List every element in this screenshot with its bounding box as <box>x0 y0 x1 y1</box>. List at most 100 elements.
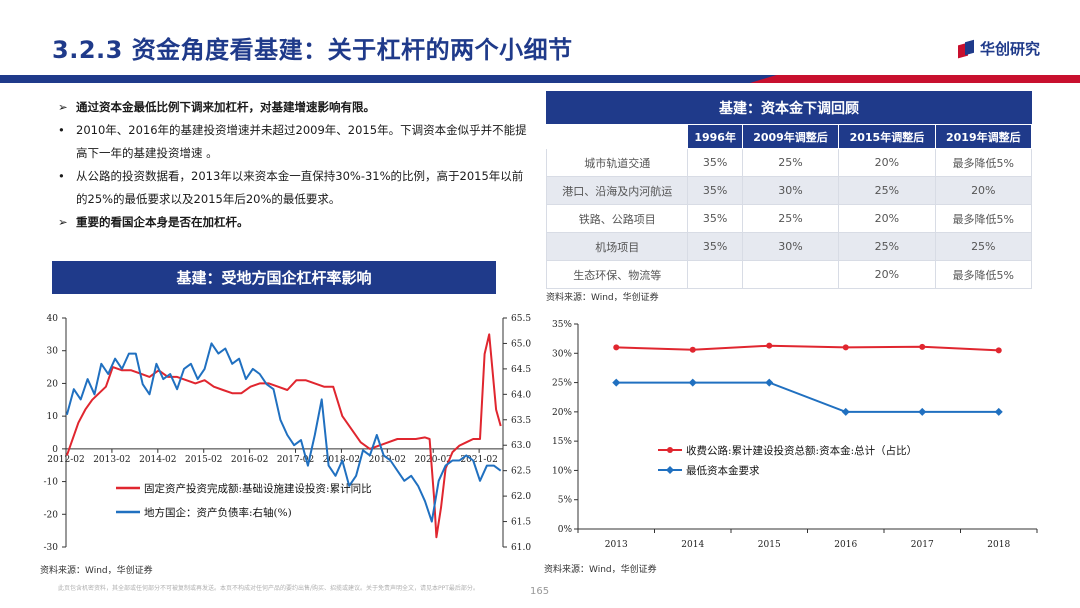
table-header-cell <box>545 124 689 149</box>
data-point <box>765 378 774 387</box>
bullet-text: 通过资本金最低比例下调来加杠杆，对基建增速影响有限。 <box>76 100 375 114</box>
data-point <box>612 378 621 387</box>
table-cell: 铁路、公路项目 <box>545 204 689 233</box>
series-line-min-requirement <box>616 381 999 413</box>
data-point <box>842 344 849 351</box>
y-tick-label-left: 0 <box>52 445 58 455</box>
table-cell: 35% <box>687 232 743 261</box>
table-cell: 35% <box>687 148 743 177</box>
table-header-cell: 2019年调整后 <box>934 124 1033 149</box>
bullet-list: ➢ 通过资本金最低比例下调来加杠杆，对基建增速影响有限。 • 2010年、2016年… <box>58 96 528 234</box>
y-tick-label: 10% <box>552 466 572 476</box>
table-cell: 20% <box>838 148 936 177</box>
y-tick-label: 25% <box>552 379 572 389</box>
y-tick-label-left: 30 <box>47 347 59 357</box>
data-point <box>613 344 620 351</box>
page-number: 165 <box>530 586 550 597</box>
x-tick-label: 2012-02 <box>47 455 84 465</box>
x-tick-label: 2016 <box>834 540 857 550</box>
data-point <box>766 342 773 349</box>
x-tick-label: 2014 <box>681 540 704 550</box>
y-tick-label: 5% <box>558 496 573 506</box>
legend-marker <box>666 466 674 474</box>
table-cell: 机场项目 <box>545 232 689 261</box>
table-row: 城市轨道交通 35% 25% 20% 最多降低5% <box>545 148 1033 177</box>
header-rule <box>0 75 1080 83</box>
bullet-text: 从公路的投资数据看，2013年以来资本金一直保持30%-31%的比例，高于201… <box>76 169 524 206</box>
series-line-soe-leverage <box>65 342 502 523</box>
data-point <box>918 407 927 416</box>
legend-label: 固定资产投资完成额:基础设施建设投资:累计同比 <box>144 482 372 495</box>
series-line-capital-share <box>616 344 999 352</box>
x-tick-label: 2017 <box>911 540 934 550</box>
table-title: 基建：资本金下调回顾 <box>546 91 1032 124</box>
logo-text: 华创研究 <box>979 40 1040 58</box>
capital-table: 基建：资本金下调回顾 1996年 2009年调整后 2015年调整后 2019年调整后… <box>545 91 1033 289</box>
bullet-text: 重要的看国企本身是否在加杠杆。 <box>76 215 249 229</box>
header-rule-accent <box>750 75 1080 83</box>
y-tick-label-right: 63.5 <box>511 416 531 426</box>
data-point <box>919 343 926 350</box>
bullet-item: • 从公路的投资数据看，2013年以来资本金一直保持30%-31%的比例，高于20… <box>58 165 528 211</box>
table-cell: 25% <box>838 232 936 261</box>
table-row: 铁路、公路项目 35% 25% 20% 最多降低5% <box>545 204 1033 233</box>
table-cell: 35% <box>687 204 743 233</box>
x-tick-label: 2017-02 <box>277 455 314 465</box>
data-point <box>689 346 696 353</box>
x-tick-label: 2015 <box>758 540 781 550</box>
y-tick-label-right: 64.0 <box>511 390 531 400</box>
y-tick-label-right: 63.0 <box>511 441 531 451</box>
table-cell: 30% <box>741 232 840 261</box>
bullet-text: 2010年、2016年的基建投资增速并未超过2009年、2015年。下调资本金似… <box>76 123 527 160</box>
x-tick-label: 2016-02 <box>231 455 268 465</box>
y-tick-label-right: 62.0 <box>511 492 531 502</box>
legend-label: 地方国企：资产负债率:右轴(%) <box>144 506 292 519</box>
logo: 华创研究 <box>957 38 1040 59</box>
y-tick-label-left: -20 <box>44 510 59 520</box>
left-chart: 40 30 20 10 0 -10 -20 -30 65.5 65.0 64.5 64.0 63.5 63… <box>44 314 532 553</box>
right-chart: 35% 30% 25% 20% 15% 10% 5% 0% 2013 2014 2015 2016 20… <box>552 320 1038 550</box>
y-tick-label: 35% <box>552 320 572 330</box>
y-tick-label-left: 20 <box>47 379 59 389</box>
table-source: 资料来源：Wind，华创证券 <box>546 293 659 303</box>
left-chart-title: 基建：受地方国企杠杆率影响 <box>52 261 496 294</box>
table-cell: 20% <box>838 204 936 233</box>
data-point <box>995 347 1002 354</box>
y-tick-label: 20% <box>552 408 572 418</box>
table-cell: 25% <box>741 148 840 177</box>
legend-marker <box>667 447 673 453</box>
table-cell: 20% <box>934 176 1033 205</box>
y-tick-label-right: 61.5 <box>511 518 531 528</box>
y-tick-label-left: -30 <box>44 543 59 553</box>
x-tick-label: 2015-02 <box>185 455 222 465</box>
bullet-item: • 2010年、2016年的基建投资增速并未超过2009年、2015年。下调资本金… <box>58 119 528 165</box>
data-point <box>841 407 850 416</box>
y-tick-label-left: 10 <box>47 412 59 422</box>
table-cell: 最多降低5% <box>934 204 1033 233</box>
table-cell: 最多降低5% <box>934 260 1033 289</box>
table-cell <box>741 260 840 289</box>
bullet-item: ➢ 重要的看国企本身是否在加杠杆。 <box>58 211 528 234</box>
page-title: 3.2.3 资金角度看基建：关于杠杆的两个小细节 <box>52 36 573 64</box>
table-header-cell: 1996年 <box>687 124 743 149</box>
table-row: 机场项目 35% 30% 25% 25% <box>545 232 1033 261</box>
y-tick-label: 30% <box>552 349 572 359</box>
table-cell: 35% <box>687 176 743 205</box>
x-tick-label: 2013-02 <box>93 455 130 465</box>
table-cell: 港口、沿海及内河航运 <box>545 176 689 205</box>
y-tick-label-right: 61.0 <box>511 543 531 553</box>
y-tick-label-left: -10 <box>44 478 59 488</box>
bullet-item: ➢ 通过资本金最低比例下调来加杠杆，对基建增速影响有限。 <box>58 96 528 119</box>
x-tick-label: 2018-02 <box>323 455 360 465</box>
y-tick-label-right: 62.5 <box>511 467 531 477</box>
data-point <box>688 378 697 387</box>
table-cell <box>687 260 743 289</box>
table: 1996年 2009年调整后 2015年调整后 2019年调整后 城市轨道交通 35% 2… <box>545 124 1033 289</box>
x-tick-label: 2019-02 <box>369 455 406 465</box>
table-header-cell: 2009年调整后 <box>741 124 840 149</box>
left-chart-source: 资料来源：Wind，华创证券 <box>40 566 153 576</box>
y-tick-label: 15% <box>552 437 572 447</box>
table-cell: 30% <box>741 176 840 205</box>
logo-icon <box>957 39 974 58</box>
x-tick-label: 2014-02 <box>139 455 176 465</box>
